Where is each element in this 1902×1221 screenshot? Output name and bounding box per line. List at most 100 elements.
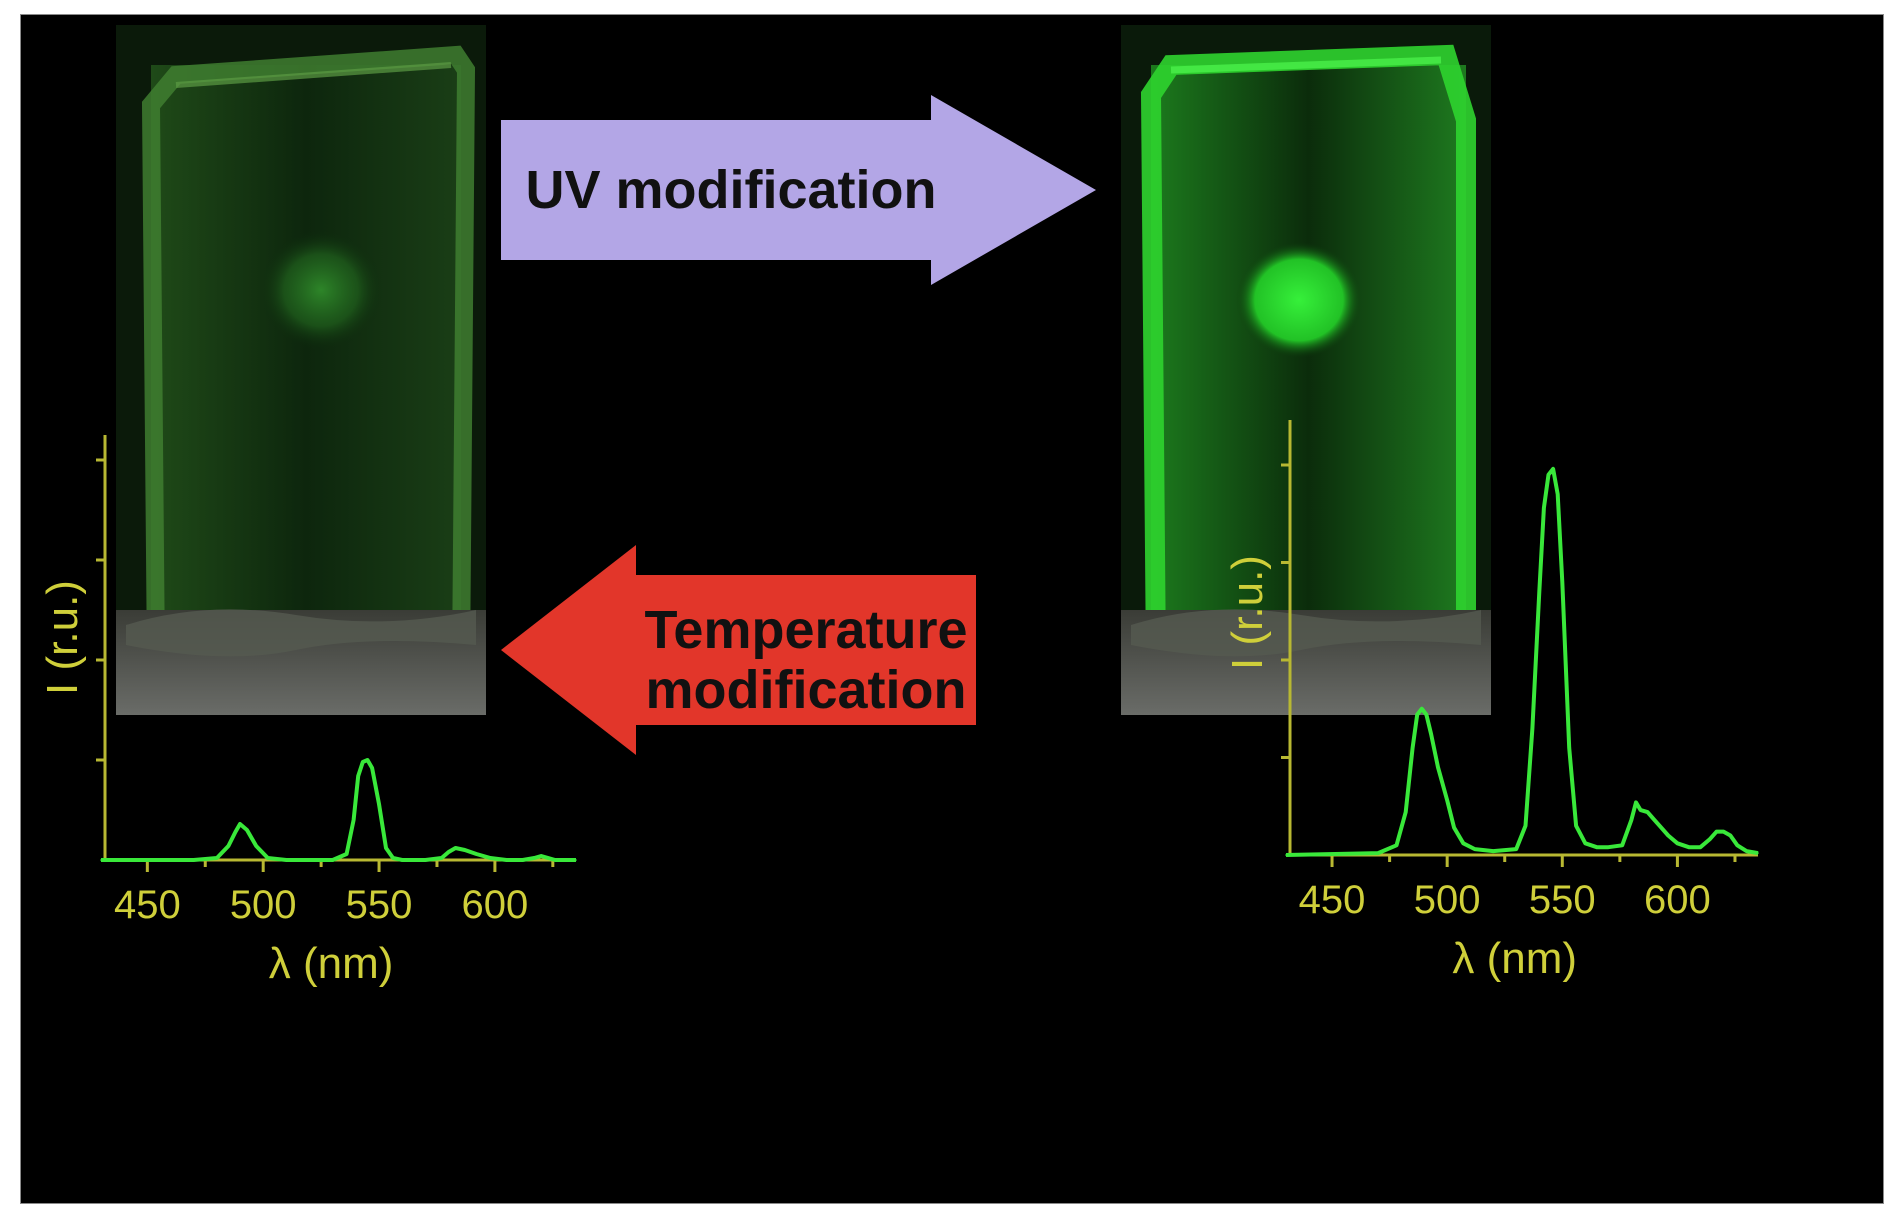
temperature-label-line2: modification	[645, 660, 967, 721]
left-sample-photo	[116, 25, 486, 715]
right-chart-series-line-0	[1285, 466, 1759, 857]
right-chart-data-point-6	[1421, 707, 1423, 710]
right-chart-x-tick-label-500: 500	[1414, 878, 1481, 922]
right-chart-data-point-13	[1474, 848, 1476, 850]
left-chart-data-point-12	[352, 819, 355, 821]
left-chart-data-point-25	[463, 849, 466, 851]
uv-arrow-label: UV modification	[525, 160, 937, 220]
left-chart-data-point-10	[331, 859, 334, 861]
right-chart-data-point-25	[1575, 824, 1577, 827]
left-chart-data-point-2	[216, 857, 218, 859]
right-spectrum-chart: 450 500 550 600 λ (nm) I (r.u.)	[1223, 420, 1759, 983]
right-chart-data-point-42	[1722, 830, 1725, 833]
temperature-arrow-shape	[501, 545, 976, 755]
left-chart-data-point-1	[192, 859, 195, 861]
left-chart-data-point-27	[489, 857, 492, 859]
left-chart-data-point-34	[575, 859, 577, 861]
uv-modification-arrow	[501, 95, 1096, 285]
left-chart-data-point-26	[475, 853, 478, 855]
temperature-label-line1: Temperature	[644, 600, 968, 660]
right-chart-data-point-23	[1561, 581, 1564, 583]
right-chart-x-tick-label-450: 450	[1299, 878, 1366, 922]
right-chart-data-point-19	[1543, 507, 1545, 509]
right-chart-data-point-21	[1552, 468, 1554, 470]
left-chart-data-point-9	[285, 859, 288, 861]
right-chart-data-point-31	[1635, 801, 1637, 804]
right-chart-data-point-39	[1699, 846, 1702, 848]
temperature-modification-arrow	[501, 545, 976, 755]
left-chart-data-point-16	[371, 767, 373, 769]
left-chart-x-tick-label-550: 550	[346, 883, 413, 927]
temperature-arrow-label: Temperature modification	[626, 600, 986, 721]
left-chart-data-point-17	[378, 803, 380, 805]
left-chart-y-axis-title: I (r.u.)	[38, 580, 87, 695]
left-chart-data-point-33	[554, 859, 556, 861]
right-chart-data-point-22	[1556, 493, 1559, 496]
left-chart-data-point-21	[424, 859, 427, 861]
left-chart-data-point-31	[540, 855, 543, 857]
left-chart-data-point-28	[505, 859, 508, 861]
left-chart-data-point-30	[533, 857, 536, 859]
left-chart-data-point-15	[366, 759, 369, 761]
right-chart-data-point-26	[1584, 842, 1587, 845]
left-chart-x-tick-label-500: 500	[230, 883, 297, 927]
left-chart-data-point-14	[362, 761, 364, 763]
right-chart-data-point-15	[1515, 848, 1518, 850]
right-chart-data-point-32	[1639, 809, 1642, 811]
right-chart-x-tick-label-600: 600	[1644, 878, 1711, 922]
right-chart-data-point-4	[1411, 746, 1414, 749]
right-chart-data-point-12	[1462, 842, 1465, 845]
left-chart-data-point-11	[345, 853, 348, 855]
left-chart-data-point-7	[255, 845, 258, 847]
right-chart-data-point-28	[1607, 846, 1610, 848]
left-chart-x-axis-title: λ (nm)	[269, 939, 394, 988]
right-chart-data-point-7	[1425, 713, 1428, 716]
left-chart-data-point-3	[227, 845, 230, 847]
left-chart-data-point-22	[440, 857, 443, 859]
left-chart-series-line-0	[101, 758, 576, 862]
left-chart-data-point-0	[100, 859, 102, 861]
right-chart-data-point-35	[1660, 826, 1663, 829]
right-sample-photo	[1121, 25, 1491, 715]
right-chart-data-point-8	[1430, 733, 1432, 735]
right-chart-data-point-38	[1688, 846, 1690, 848]
uv-arrow-shape	[501, 95, 1096, 285]
right-chart-data-point-16	[1524, 824, 1527, 827]
right-chart-data-point-5	[1416, 713, 1419, 716]
right-chart-data-point-43	[1729, 834, 1732, 837]
left-chart-data-point-20	[401, 859, 404, 861]
left-chart-data-point-24	[454, 847, 457, 849]
right-chart-data-point-2	[1395, 844, 1398, 847]
right-chart-data-point-24	[1568, 746, 1570, 749]
right-chart-data-point-45	[1745, 850, 1748, 852]
right-chart-data-point-30	[1630, 819, 1633, 821]
left-chart-x-tick-label-600: 600	[462, 883, 529, 927]
right-chart-data-point-41	[1715, 830, 1718, 833]
right-chart-data-point-46	[1757, 852, 1759, 854]
right-chart-data-point-29	[1621, 844, 1623, 847]
left-chart-x-tick-label-450: 450	[114, 883, 181, 927]
right-chart-data-point-36	[1667, 834, 1670, 837]
left-chart-data-point-19	[392, 857, 394, 859]
right-chart-data-point-1	[1377, 852, 1379, 854]
left-chart-data-point-6	[246, 829, 248, 831]
figure-frame: UV modification Temperature modification…	[20, 14, 1884, 1204]
right-chart-data-point-34	[1653, 819, 1656, 821]
right-chart-x-tick-label-550: 550	[1529, 878, 1596, 922]
right-chart-y-axis-title: I (r.u.)	[1223, 555, 1272, 670]
right-chart-data-point-0	[1285, 854, 1287, 856]
right-chart-data-point-20	[1547, 473, 1550, 476]
right-chart-data-point-3	[1404, 811, 1407, 813]
right-chart-data-point-37	[1676, 842, 1679, 845]
right-chart-data-point-33	[1646, 811, 1649, 813]
left-chart-data-point-8	[267, 857, 269, 859]
left-spectrum-chart: 450 500 550 600 λ (nm) I (r.u.)	[38, 435, 577, 988]
right-chart-data-point-9	[1437, 766, 1439, 769]
left-chart-data-point-13	[357, 775, 359, 777]
right-chart-data-point-40	[1708, 838, 1711, 841]
right-chart-data-point-10	[1446, 799, 1448, 802]
right-chart-data-point-27	[1596, 846, 1598, 848]
right-chart-data-point-14	[1492, 850, 1495, 852]
right-chart-data-point-11	[1453, 826, 1455, 829]
left-chart-data-point-23	[447, 851, 450, 853]
